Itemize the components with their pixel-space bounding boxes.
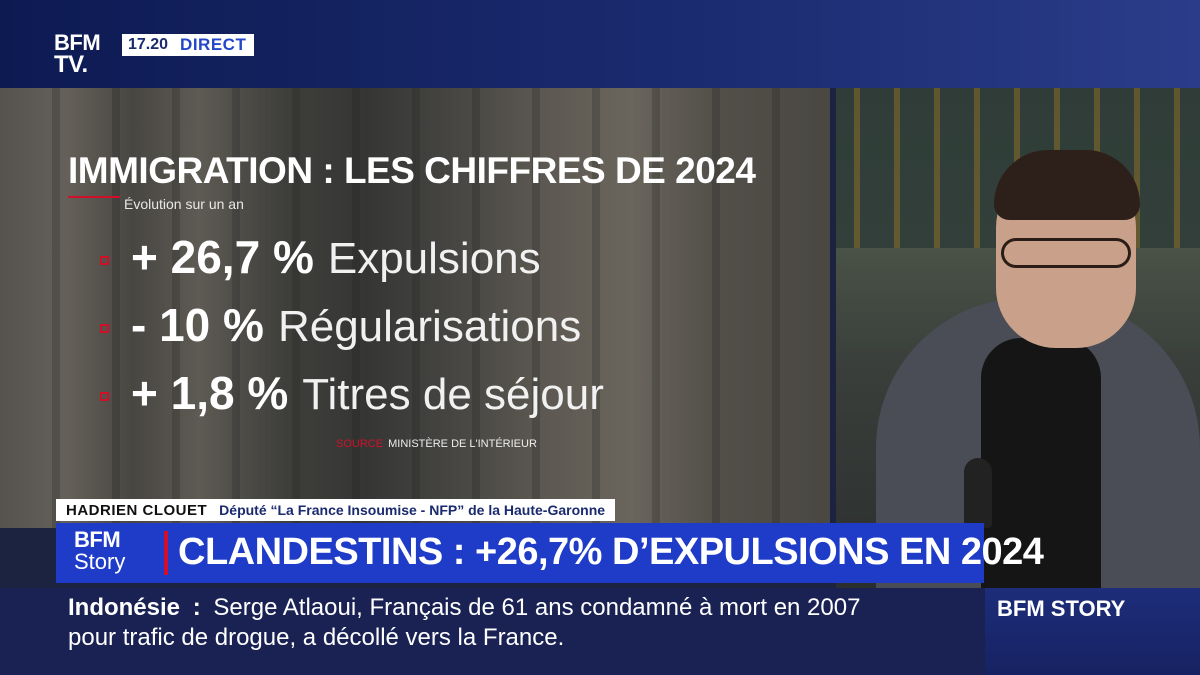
stat-value: + 1,8 %: [131, 367, 289, 419]
time-live-badge: 17.20 DIRECT: [122, 34, 255, 56]
bullet-icon: [100, 256, 109, 265]
live-label: DIRECT: [180, 35, 247, 54]
logo-line1: BFM: [54, 30, 101, 55]
stat-value: + 26,7 %: [131, 231, 314, 283]
story-logo-bottom: Story: [74, 549, 126, 574]
guest-glasses: [1001, 238, 1131, 268]
guest-role: Député “La France Insoumise - NFP” de la…: [219, 502, 606, 518]
guest-name: HADRIEN CLOUET: [66, 501, 208, 519]
guest-name-bar: HADRIEN CLOUET Député “La France Insoumi…: [56, 499, 616, 521]
source-prefix: SOURCE: [336, 438, 384, 450]
guest-hair: [994, 150, 1140, 220]
stat-value: - 10 %: [131, 299, 264, 351]
ticker-line1: Indonésie : Serge Atlaoui, Français de 6…: [68, 594, 860, 622]
bullet-icon: [100, 392, 109, 401]
title-accent-line: [68, 196, 120, 198]
bfm-story-logo: BFM Story: [74, 529, 125, 573]
stat-label: Régularisations: [277, 302, 582, 351]
background-photo: [0, 88, 830, 528]
brand-box: BFM STORY: [985, 588, 1200, 675]
headline-separator: [164, 531, 168, 575]
source-text: MINISTÈRE DE L'INTÉRIEUR: [388, 438, 537, 450]
logo-line2: TV.: [54, 51, 88, 78]
guest-camera-feed: [836, 88, 1200, 588]
stat-row-expulsions: + 26,7 % Expulsions: [100, 230, 541, 284]
clock-time: 17.20: [128, 36, 169, 53]
infographic-subtitle: Évolution sur un an: [124, 196, 244, 212]
source-credit: SOURCE MINISTÈRE DE L'INTÉRIEUR: [336, 438, 537, 450]
stat-label: Expulsions: [327, 234, 541, 283]
headline-text: CLANDESTINS : +26,7% D’EXPULSIONS EN 202…: [178, 531, 1044, 573]
news-ticker: [0, 588, 985, 675]
ticker-separator: :: [192, 594, 201, 621]
infographic-title: IMMIGRATION : LES CHIFFRES DE 2024: [68, 150, 756, 191]
channel-logo: BFM TV.: [54, 30, 101, 78]
microphone-icon: [964, 458, 992, 528]
ticker-line2: pour trafic de drogue, a décollé vers la…: [68, 624, 565, 651]
stat-row-regularisations: - 10 % Régularisations: [100, 298, 581, 352]
guest-turtleneck: [981, 338, 1101, 588]
bullet-icon: [100, 324, 109, 333]
ticker-line1-text: Serge Atlaoui, Français de 61 ans condam…: [213, 594, 861, 621]
stat-row-titres-sejour: + 1,8 % Titres de séjour: [100, 366, 604, 420]
story-logo-top: BFM: [74, 527, 121, 552]
ticker-topic: Indonésie: [68, 594, 181, 621]
brand-label: BFM STORY: [997, 596, 1126, 621]
headline-bar: BFM Story CLANDESTINS : +26,7% D’EXPULSI…: [56, 523, 1044, 583]
stat-label: Titres de séjour: [302, 370, 604, 419]
